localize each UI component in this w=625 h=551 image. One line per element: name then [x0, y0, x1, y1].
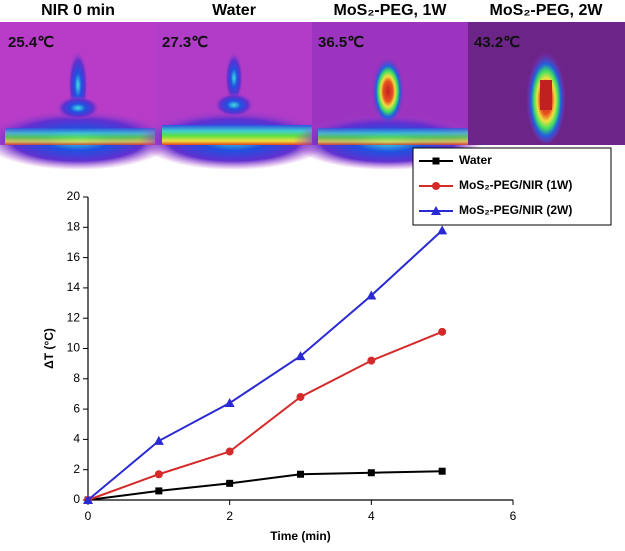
marker: [438, 327, 447, 336]
marker: [83, 495, 93, 504]
image-temperature: 43.2℃: [474, 34, 520, 51]
y-tick-label: 18: [67, 219, 81, 233]
marker: [154, 470, 163, 479]
image-label: Water: [212, 2, 256, 19]
marker: [366, 290, 377, 300]
marker: [224, 398, 235, 408]
marker: [153, 435, 164, 445]
y-tick-label: 10: [67, 341, 81, 355]
legend-marker: [432, 157, 440, 165]
image-temperature: 36.5℃: [318, 34, 364, 51]
marker: [438, 467, 446, 475]
thermal-image: [293, 22, 483, 170]
x-axis-label: Time (min): [270, 529, 330, 543]
y-tick-label: 0: [73, 492, 80, 506]
thermal-image: [468, 22, 625, 145]
marker: [367, 469, 375, 477]
image-label: MoS₂-PEG, 1W: [334, 2, 448, 19]
legend-marker: [431, 206, 441, 215]
x-tick-label: 0: [85, 509, 92, 523]
marker: [295, 351, 306, 361]
legend-label: MoS₂-PEG/NIR (2W): [459, 203, 572, 217]
legend-label: Water: [459, 153, 492, 167]
marker: [225, 447, 234, 456]
marker: [155, 487, 163, 495]
marker: [226, 479, 234, 487]
image-label: NIR 0 min: [41, 2, 115, 19]
marker: [437, 225, 448, 235]
y-tick-label: 8: [73, 371, 80, 385]
image-temperature: 27.3℃: [162, 34, 208, 51]
marker: [297, 470, 304, 478]
x-tick-label: 4: [368, 509, 375, 523]
thermal-image: [0, 22, 173, 170]
y-tick-label: 20: [67, 189, 81, 203]
y-tick-label: 4: [73, 432, 80, 446]
marker: [296, 392, 305, 401]
y-axis-label: ΔT (°C): [42, 328, 56, 369]
x-tick-label: 2: [226, 509, 233, 523]
marker: [367, 356, 376, 365]
y-tick-label: 6: [73, 401, 80, 415]
y-tick-label: 16: [67, 250, 81, 264]
y-tick-label: 12: [67, 310, 81, 324]
y-tick-label: 14: [67, 280, 81, 294]
image-label: MoS₂-PEG, 2W: [490, 2, 604, 19]
thermal-image: [139, 22, 329, 170]
x-tick-label: 6: [510, 509, 517, 523]
series-line: [87, 330, 443, 501]
series-line: [87, 470, 443, 501]
legend-label: MoS₂-PEG/NIR (1W): [459, 178, 572, 192]
series-line: [87, 229, 443, 501]
legend-marker: [432, 182, 440, 190]
image-temperature: 25.4℃: [8, 34, 54, 51]
y-tick-label: 2: [73, 462, 80, 476]
